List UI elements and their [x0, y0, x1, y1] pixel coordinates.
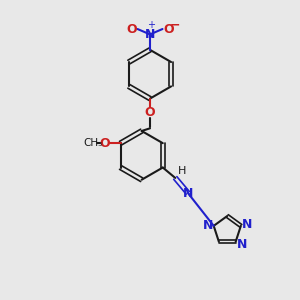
Text: N: N	[236, 238, 247, 251]
Text: N: N	[242, 218, 252, 231]
Text: O: O	[126, 22, 137, 35]
Text: N: N	[145, 28, 155, 41]
Text: H: H	[178, 167, 186, 176]
Text: O: O	[163, 22, 174, 35]
Text: N: N	[183, 187, 194, 200]
Text: CH₃: CH₃	[83, 138, 102, 148]
Text: O: O	[100, 137, 110, 150]
Text: −: −	[170, 18, 181, 31]
Text: O: O	[145, 106, 155, 119]
Text: +: +	[148, 20, 155, 30]
Text: N: N	[202, 219, 213, 232]
